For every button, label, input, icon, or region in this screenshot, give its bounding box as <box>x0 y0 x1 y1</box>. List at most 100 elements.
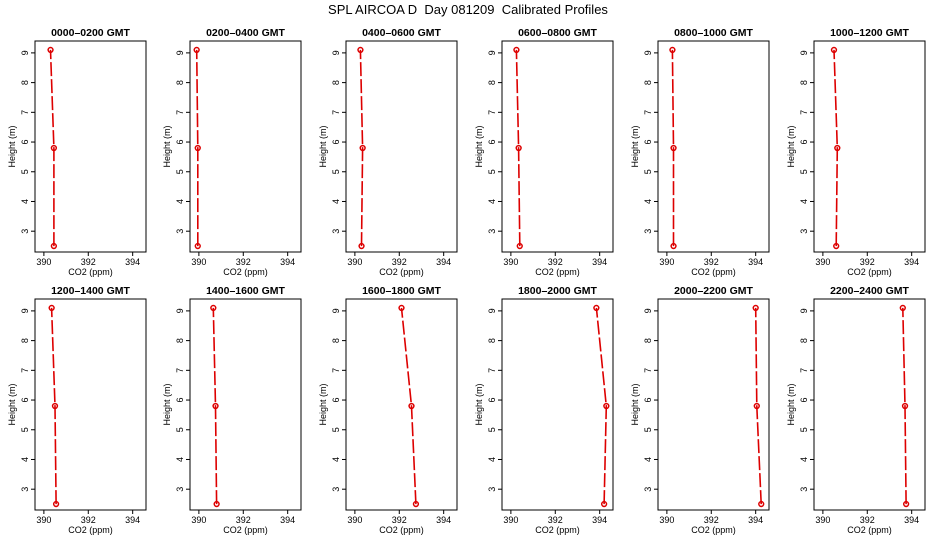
x-tick-label: 394 <box>125 515 140 525</box>
profile-line <box>595 307 608 505</box>
panel-title: 0400–0600 GMT <box>362 27 441 39</box>
panel-10: 1800–2000 GMT 390 392 394 CO2 (ppm) 3 4 5 6 7 8 9 He… <box>474 285 614 535</box>
y-tick-label: 6 <box>643 398 653 403</box>
y-tick-label: 8 <box>175 338 185 343</box>
y-tick-label: 7 <box>175 368 185 373</box>
y-tick-label: 5 <box>799 169 809 174</box>
plot-frame <box>813 298 926 511</box>
plot-frame <box>189 40 302 253</box>
y-axis-label: Height (m) <box>630 125 640 167</box>
y-tick-label: 8 <box>643 338 653 343</box>
x-tick-label: 392 <box>860 515 875 525</box>
y-tick-label: 3 <box>175 229 185 234</box>
x-tick-label: 392 <box>392 515 407 525</box>
x-tick-label: 392 <box>236 257 251 267</box>
profile-point <box>603 402 610 410</box>
y-tick-label: 8 <box>175 80 185 85</box>
x-tick-label: 390 <box>503 257 518 267</box>
y-axis-label: Height (m) <box>474 125 484 167</box>
y-tick-label: 4 <box>799 457 809 462</box>
x-tick-label: 392 <box>81 257 96 267</box>
x-tick-label: 394 <box>592 257 607 267</box>
profile-line <box>671 49 675 247</box>
x-tick-label: 390 <box>503 515 518 525</box>
y-tick-label: 3 <box>487 487 497 492</box>
y-tick-label: 6 <box>799 398 809 403</box>
x-tick-label: 390 <box>191 515 206 525</box>
profile-point <box>210 304 217 312</box>
y-tick-label: 7 <box>20 110 30 115</box>
x-tick-label: 392 <box>548 515 563 525</box>
panel-title: 1800–2000 GMT <box>518 285 597 297</box>
y-tick-label: 7 <box>799 110 809 115</box>
x-tick-label: 390 <box>659 257 674 267</box>
y-axis-label: Height (m) <box>162 383 172 425</box>
y-tick-label: 9 <box>643 308 653 313</box>
y-tick-label: 4 <box>331 199 341 204</box>
y-tick-label: 9 <box>20 50 30 55</box>
profile-point <box>212 402 219 410</box>
y-tick-label: 5 <box>643 169 653 174</box>
y-tick-label: 5 <box>487 169 497 174</box>
panel-3: 0400–0600 GMT 390 392 394 CO2 (ppm) 3 4 5 6 7 8 9 He… <box>318 27 458 277</box>
x-axis-label: CO2 (ppm) <box>379 525 424 535</box>
y-tick-label: 9 <box>175 50 185 55</box>
x-axis-label: CO2 (ppm) <box>68 267 113 277</box>
x-axis-label: CO2 (ppm) <box>535 525 580 535</box>
plot-frame <box>34 298 147 511</box>
profile-point <box>51 402 59 410</box>
profile-point <box>902 500 910 508</box>
profile-point <box>752 304 759 312</box>
profile-point <box>515 144 522 152</box>
panel-5: 0800–1000 GMT 390 392 394 CO2 (ppm) 3 4 5 6 7 8 9 He… <box>630 27 770 277</box>
profile-line <box>50 307 57 505</box>
y-tick-label: 5 <box>20 427 30 432</box>
x-tick-label: 394 <box>748 515 763 525</box>
y-tick-label: 9 <box>487 50 497 55</box>
y-tick-label: 6 <box>331 140 341 145</box>
x-tick-label: 394 <box>592 515 607 525</box>
y-tick-label: 6 <box>487 398 497 403</box>
y-axis-label: Height (m) <box>786 383 796 425</box>
y-tick-label: 7 <box>799 368 809 373</box>
y-tick-label: 4 <box>20 457 30 462</box>
profile-line <box>195 49 199 247</box>
y-tick-label: 8 <box>331 338 341 343</box>
panel-title: 0000–0200 GMT <box>51 27 130 39</box>
profile-point <box>834 144 841 152</box>
y-tick-label: 9 <box>487 308 497 313</box>
x-tick-label: 390 <box>347 257 362 267</box>
profile-point <box>194 144 201 152</box>
y-tick-label: 9 <box>331 50 341 55</box>
y-tick-label: 6 <box>487 140 497 145</box>
profile-point <box>47 46 54 54</box>
x-tick-label: 390 <box>815 257 830 267</box>
x-axis-label: CO2 (ppm) <box>379 267 424 277</box>
y-tick-label: 3 <box>487 229 497 234</box>
profile-point <box>670 144 677 152</box>
y-axis-label: Height (m) <box>7 383 17 425</box>
y-tick-label: 8 <box>799 338 809 343</box>
profile-point <box>669 46 676 54</box>
y-tick-label: 8 <box>487 80 497 85</box>
y-tick-label: 9 <box>331 308 341 313</box>
y-tick-label: 9 <box>799 50 809 55</box>
y-tick-label: 6 <box>799 140 809 145</box>
y-tick-label: 5 <box>487 427 497 432</box>
y-tick-label: 7 <box>487 368 497 373</box>
y-tick-label: 9 <box>643 50 653 55</box>
y-tick-label: 8 <box>643 80 653 85</box>
y-tick-label: 5 <box>331 169 341 174</box>
x-tick-label: 390 <box>815 515 830 525</box>
profile-point <box>194 242 201 250</box>
y-tick-label: 5 <box>20 169 30 174</box>
y-tick-label: 9 <box>20 308 30 313</box>
profile-point <box>52 500 60 508</box>
y-axis-label: Height (m) <box>630 383 640 425</box>
y-tick-label: 5 <box>643 427 653 432</box>
x-tick-label: 392 <box>704 257 719 267</box>
panel-title: 0800–1000 GMT <box>674 27 753 39</box>
y-tick-label: 4 <box>20 199 30 204</box>
y-tick-label: 6 <box>20 398 30 403</box>
